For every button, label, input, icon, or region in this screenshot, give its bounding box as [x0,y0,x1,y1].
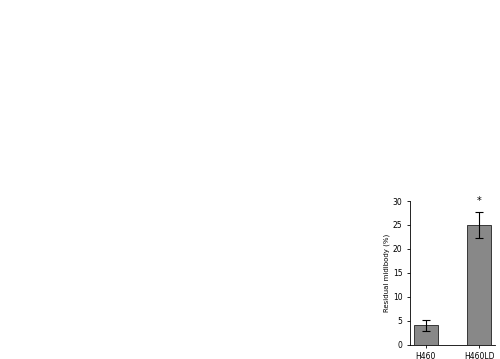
Text: *: * [477,196,482,206]
Bar [414,326,438,345]
Bar [467,225,491,345]
Y-axis label: Residual midibody (%): Residual midibody (%) [384,234,390,312]
